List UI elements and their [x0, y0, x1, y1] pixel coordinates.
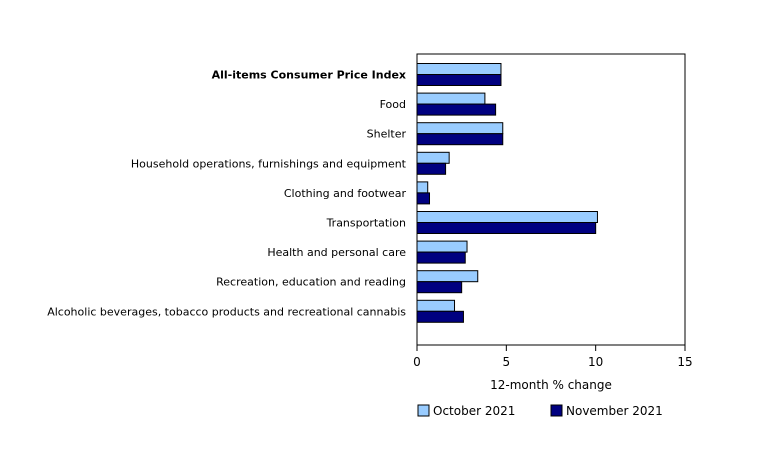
category-labels: All-items Consumer Price Index Food Shelte… — [47, 69, 406, 319]
bar-october-4 — [416, 181, 429, 194]
x-axis-title: 12-month % change — [490, 378, 612, 392]
x-axis-ticks: 0 5 10 15 — [413, 345, 693, 369]
bar-october-6 — [416, 240, 468, 253]
bar-october-7 — [416, 270, 479, 283]
x-tick-label: 5 — [503, 355, 511, 369]
category-label: Clothing and footwear — [284, 187, 407, 200]
category-label: Health and personal care — [267, 246, 406, 259]
legend-label-october: October 2021 — [433, 404, 515, 418]
legend-swatch-october — [417, 404, 430, 417]
bar-november-8 — [416, 310, 464, 323]
category-label: Recreation, education and reading — [216, 276, 406, 289]
bar-october-3 — [416, 151, 450, 164]
x-tick-label: 0 — [413, 355, 421, 369]
bar-november-0 — [416, 74, 502, 86]
bar-november-2 — [416, 133, 504, 146]
bar-november-1 — [416, 103, 497, 116]
x-tick-label: 15 — [677, 355, 692, 369]
bar-october-2 — [416, 122, 504, 135]
bar-october-5 — [416, 211, 598, 223]
category-label: Food — [380, 98, 406, 111]
category-label: All-items Consumer Price Index — [212, 69, 406, 82]
bar-november-4 — [416, 192, 431, 205]
legend: October 2021 November 2021 — [417, 404, 663, 418]
bars-layer — [416, 63, 598, 323]
category-label: Transportation — [326, 217, 406, 230]
plot-frame — [416, 53, 686, 346]
legend-swatch-november — [550, 404, 563, 417]
bar-october-8 — [416, 299, 456, 312]
bar-november-7 — [416, 281, 463, 294]
bar-november-6 — [416, 251, 466, 264]
category-label: Shelter — [367, 128, 407, 141]
legend-label-november: November 2021 — [566, 404, 663, 418]
category-label: Household operations, furnishings and eq… — [131, 157, 407, 170]
bar-november-3 — [416, 162, 447, 175]
category-label: Alcoholic beverages, tobacco products an… — [47, 305, 406, 318]
x-tick-label: 10 — [588, 355, 603, 369]
bar-october-0 — [416, 63, 502, 75]
bar-november-5 — [416, 222, 597, 234]
bar-october-1 — [416, 92, 486, 105]
